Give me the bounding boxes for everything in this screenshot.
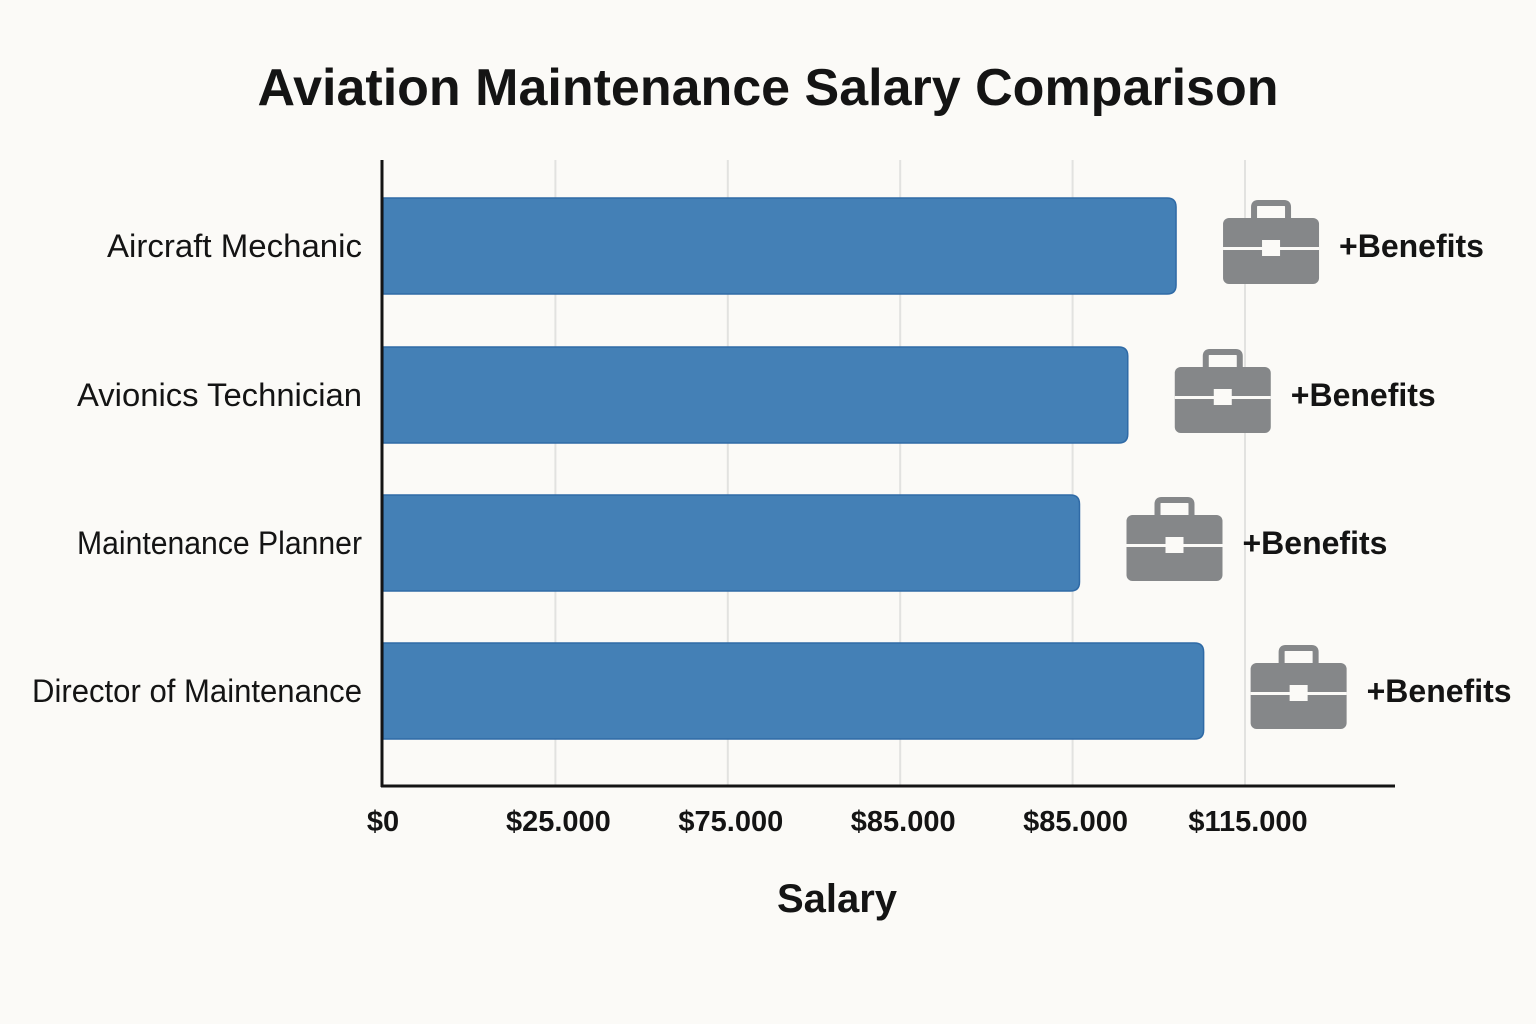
x-tick-label: $115.000: [1188, 806, 1307, 838]
category-labels: Aircraft Mechanic Avionics Technician Main…: [32, 228, 362, 709]
axes: [380, 160, 1395, 788]
category-label: Aircraft Mechanic: [107, 228, 362, 264]
x-tick-labels: $0 $25.000 $75.000 $85.000 $85.000 $115.000: [367, 806, 1308, 838]
category-label: Director of Maintenance: [32, 673, 362, 709]
benefit-annotations: +Benefits +Benefits +Benefits +Benefits: [1126, 200, 1512, 729]
bars: [382, 197, 1205, 740]
briefcase-icon: [1250, 645, 1347, 729]
x-tick-label: $85.000: [851, 806, 956, 838]
briefcase-icon: [1223, 200, 1320, 284]
x-tick-label: $75.000: [678, 806, 783, 838]
benefits-label: +Benefits: [1291, 377, 1436, 413]
chart-title: Aviation Maintenance Salary Comparison: [257, 59, 1278, 117]
x-tick-label: $85.000: [1023, 806, 1128, 838]
x-axis-title: Salary: [777, 877, 898, 921]
bar: [382, 494, 1081, 592]
category-label: Maintenance Planner: [77, 525, 362, 561]
bar: [382, 642, 1205, 740]
bar: [382, 346, 1129, 444]
briefcase-icon: [1126, 497, 1223, 581]
x-tick-label: $25.000: [506, 806, 611, 838]
briefcase-icon: [1174, 349, 1271, 433]
bar: [382, 197, 1177, 295]
x-tick-label: $0: [367, 806, 399, 838]
benefits-label: +Benefits: [1242, 525, 1387, 561]
benefits-label: +Benefits: [1339, 228, 1484, 264]
category-label: Avionics Technician: [77, 377, 362, 413]
benefits-label: +Benefits: [1367, 673, 1512, 709]
